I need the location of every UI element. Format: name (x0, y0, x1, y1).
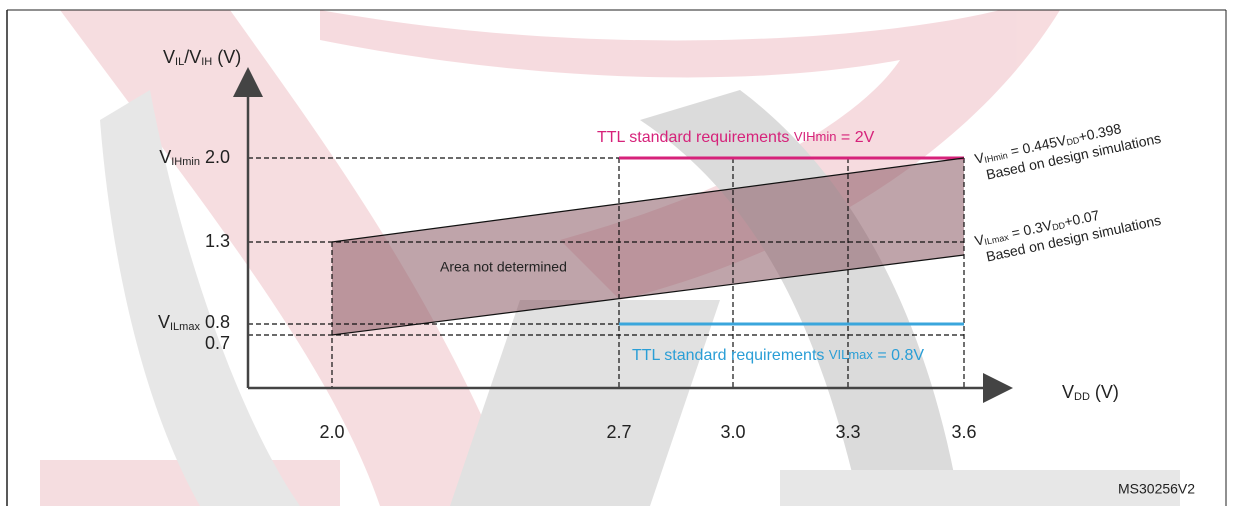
watermark (40, 10, 1180, 506)
y-tick-label: 1.3 (205, 231, 230, 251)
y-tick-label: VIHmin 2.0 (159, 147, 230, 168)
vih-line (331, 157, 965, 243)
ttl-low-label: TTL standard requirements VILmax = 0.8V (632, 347, 924, 364)
y-tick-label: 0.7 (205, 333, 230, 353)
figure-id: MS30256V2 (1118, 481, 1195, 497)
x-tick-label: 2.0 (319, 422, 344, 442)
x-tick-label: 3.0 (720, 422, 745, 442)
y-axis-label: VIL/VIH (V) (163, 47, 241, 68)
area-label: Area not determined (440, 259, 567, 275)
undetermined-area (332, 158, 964, 335)
formula-high: VIHmin = 0.445VDD+0.398 Based on design … (973, 120, 1162, 183)
x-tick-label: 3.3 (835, 422, 860, 442)
vil-line (331, 254, 965, 336)
y-tick-label: VILmax 0.8 (158, 312, 230, 333)
x-tick-label: 3.6 (951, 422, 976, 442)
formula-low: VILmax = 0.3VDD+0.07 Based on design sim… (973, 206, 1162, 264)
ttl-high-label: TTL standard requirements VIHmin = 2V (597, 129, 875, 146)
x-axis-label: VDD (V) (1062, 382, 1119, 403)
x-tick-label: 2.7 (606, 422, 631, 442)
